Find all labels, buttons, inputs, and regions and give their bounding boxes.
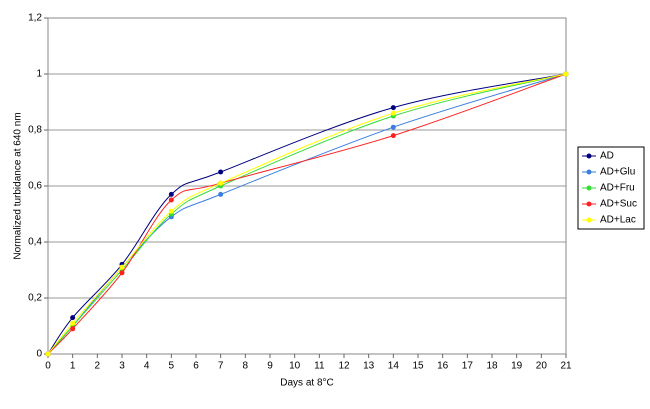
x-tick-label: 13	[363, 361, 375, 372]
legend-label: AD+Lac	[600, 215, 636, 226]
x-tick-label: 7	[218, 361, 224, 372]
x-tick-label: 6	[193, 361, 199, 372]
legend-marker	[586, 185, 592, 191]
data-point	[119, 264, 125, 270]
data-point	[119, 270, 125, 276]
data-point	[70, 320, 76, 326]
y-tick-label: 0,6	[28, 181, 42, 192]
series-line	[47, 73, 567, 355]
x-tick-label: 0	[45, 361, 51, 372]
legend-marker	[586, 201, 592, 207]
legend-label: AD+Fru	[600, 183, 635, 194]
x-tick-label: 1	[70, 361, 76, 372]
plot-border	[47, 17, 567, 355]
data-point	[390, 105, 396, 111]
y-axis-label: Normalized turbidance at 640 nm	[13, 112, 24, 259]
series-line	[47, 73, 567, 355]
y-tick-label: 0	[36, 349, 42, 360]
legend-marker	[586, 217, 592, 223]
x-tick-label: 15	[412, 361, 424, 372]
y-tick-label: 0,8	[28, 125, 42, 136]
data-point	[218, 191, 224, 197]
x-tick-label: 14	[388, 361, 400, 372]
data-point	[218, 169, 224, 175]
x-tick-label: 18	[486, 361, 498, 372]
data-point	[390, 133, 396, 139]
legend-label: AD+Glu	[600, 167, 635, 178]
x-tick-label: 10	[289, 361, 301, 372]
x-tick-label: 3	[119, 361, 125, 372]
y-tick-label: 0,4	[28, 237, 42, 248]
x-axis-label: Days at 8°C	[280, 378, 333, 389]
y-tick-label: 1	[36, 69, 42, 80]
data-point	[70, 315, 76, 321]
legend-label: AD	[600, 151, 614, 162]
x-tick-label: 4	[144, 361, 150, 372]
legend-marker	[586, 169, 592, 175]
x-tick-label: 17	[462, 361, 474, 372]
data-point	[45, 351, 51, 357]
x-tick-label: 11	[314, 361, 325, 372]
data-point	[390, 110, 396, 116]
x-tick-label: 19	[511, 361, 523, 372]
data-point	[168, 197, 174, 203]
x-tick-label: 5	[169, 361, 175, 372]
x-tick-label: 8	[243, 361, 249, 372]
series-line	[47, 73, 567, 355]
x-tick-label: 20	[536, 361, 548, 372]
data-point	[218, 180, 224, 186]
x-tick-label: 2	[95, 361, 101, 372]
legend: AD AD+Glu AD+Fru AD+Suc AD+Lac	[577, 146, 645, 230]
legend-marker	[586, 153, 592, 159]
data-point	[563, 71, 569, 77]
data-point	[168, 208, 174, 214]
data-point	[390, 124, 396, 130]
data-point	[70, 326, 76, 332]
series-line	[47, 73, 567, 355]
y-tick-label: 0,2	[28, 293, 42, 304]
x-tick-label: 9	[267, 361, 273, 372]
x-tick-label: 16	[437, 361, 449, 372]
series-line	[47, 73, 567, 355]
legend-label: AD+Suc	[600, 199, 637, 210]
x-tick-label: 12	[338, 361, 350, 372]
data-point	[168, 191, 174, 197]
y-tick-label: 1,2	[28, 13, 42, 24]
x-tick-label: 21	[560, 361, 572, 372]
